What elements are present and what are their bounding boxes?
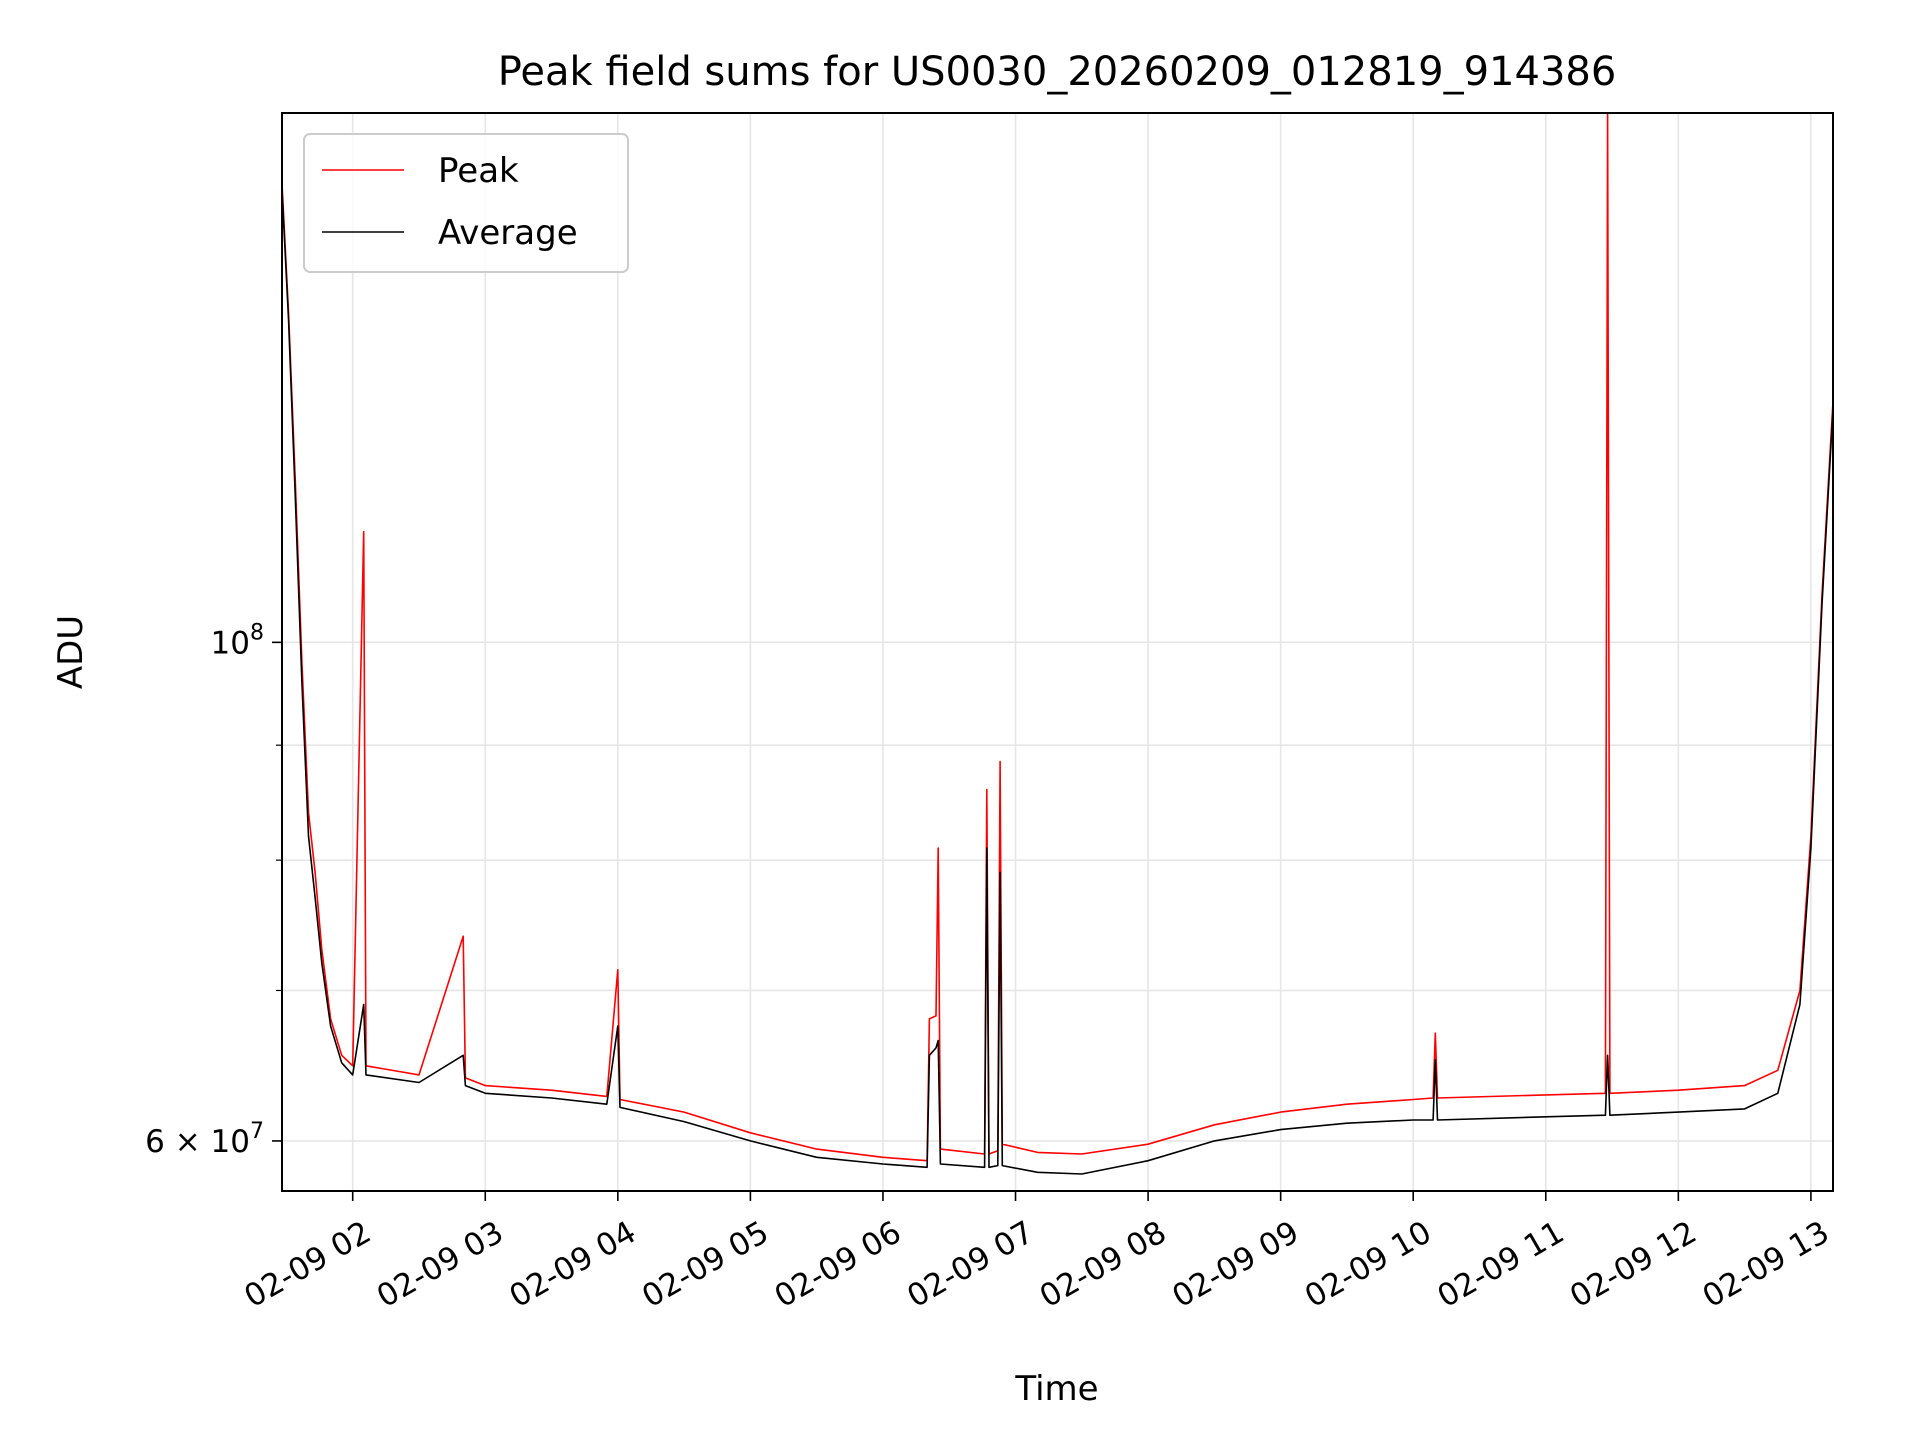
legend: Peak Average [303,133,629,273]
series-line-average [282,189,1833,1175]
chart-title: Peak field sums for US0030_20260209_0128… [498,49,1617,95]
legend-label-average: Average [438,213,578,253]
y-axis-label: ADU [51,615,91,689]
series-line-peak [282,113,1833,1162]
y-axis: 6 × 107 108 [145,620,282,1160]
y-tick-label: 108 [211,620,264,661]
x-axis-label: Time [1014,1369,1098,1409]
y-tick-label: 6 × 107 [145,1119,264,1160]
grid [282,113,1833,1191]
legend-box [303,133,629,273]
legend-label-peak: Peak [438,151,519,191]
series-area [282,113,1833,1175]
plot-frame [281,112,1834,1192]
